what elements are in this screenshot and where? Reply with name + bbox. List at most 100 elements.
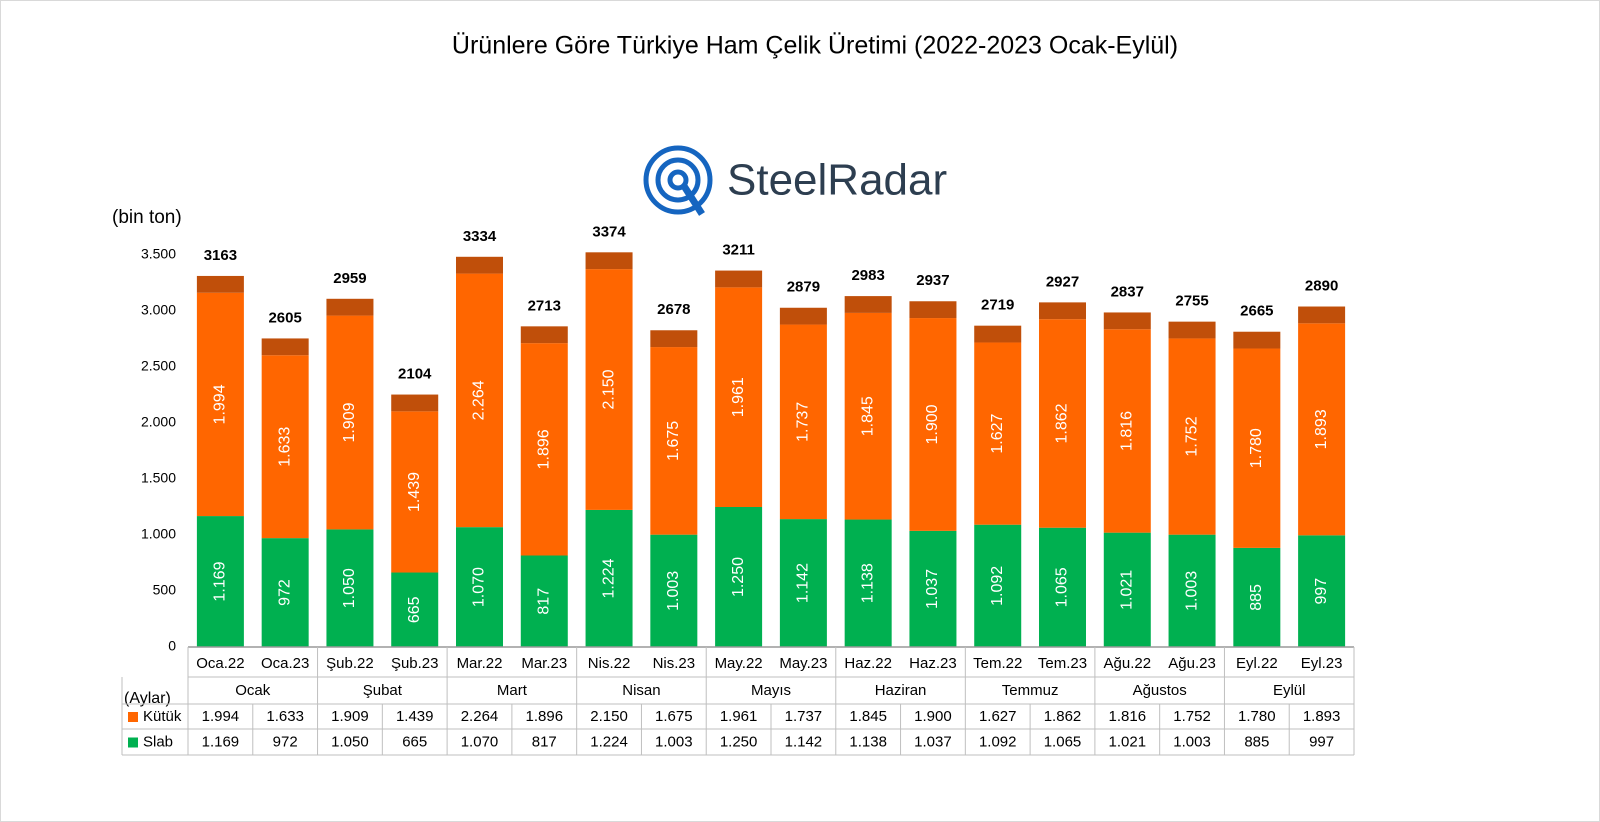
bar-segment bbox=[1103, 329, 1151, 533]
bar-segment bbox=[261, 538, 309, 647]
table-cell: 2.150 bbox=[590, 708, 628, 725]
table-cell: 1.909 bbox=[331, 708, 369, 725]
x-tick-label: Nis.22 bbox=[588, 655, 631, 672]
bar-segment bbox=[326, 298, 374, 316]
x-tick-label: May.23 bbox=[779, 655, 827, 672]
legend-label: Slab bbox=[143, 733, 173, 750]
table-cell: 885 bbox=[1244, 733, 1269, 750]
data-label: 1.003 bbox=[1183, 571, 1200, 611]
bar-segment bbox=[520, 343, 568, 556]
table-cell: 1.816 bbox=[1109, 708, 1147, 725]
data-label: 1.961 bbox=[730, 377, 747, 417]
data-label: 972 bbox=[276, 579, 293, 606]
x-axis-label: (Aylar) bbox=[124, 690, 171, 707]
x-tick-label: Eyl.23 bbox=[1301, 655, 1343, 672]
bar-segment bbox=[585, 269, 633, 510]
data-label: 1.845 bbox=[859, 396, 876, 436]
y-tick-label: 3.000 bbox=[141, 302, 176, 318]
y-tick-label: 500 bbox=[153, 582, 177, 598]
bar-segment bbox=[456, 527, 503, 647]
data-label: 1.909 bbox=[341, 402, 358, 442]
group-label: Temmuz bbox=[1002, 682, 1059, 699]
bar-segment bbox=[391, 411, 439, 573]
bar-segment bbox=[974, 342, 1022, 525]
bar-segment bbox=[779, 324, 827, 520]
total-label: 2719 bbox=[981, 297, 1014, 314]
bar-segment bbox=[326, 315, 374, 530]
data-label: 1.065 bbox=[1054, 567, 1071, 607]
total-label: 2983 bbox=[851, 267, 884, 284]
bar-segment bbox=[1039, 319, 1086, 528]
bar-segment bbox=[779, 307, 827, 325]
group-label: Mart bbox=[497, 682, 528, 699]
total-label: 3374 bbox=[592, 223, 626, 240]
bar-segment bbox=[909, 530, 957, 647]
y-tick-label: 2.500 bbox=[141, 358, 176, 374]
table-cell: 1.250 bbox=[720, 733, 758, 750]
logo-icon bbox=[643, 145, 713, 216]
table-cell: 1.780 bbox=[1238, 708, 1276, 725]
data-label: 997 bbox=[1313, 578, 1330, 605]
bar-segment bbox=[456, 256, 503, 274]
y-tick-label: 1.000 bbox=[141, 526, 176, 542]
bar-segment bbox=[1298, 306, 1346, 324]
bar-segment bbox=[715, 507, 763, 647]
total-label: 2755 bbox=[1175, 293, 1208, 310]
y-axis-label: (bin ton) bbox=[112, 207, 182, 228]
legend-swatch bbox=[128, 737, 138, 748]
bar-segment bbox=[1168, 534, 1216, 647]
total-label: 2959 bbox=[333, 270, 366, 287]
x-tick-label: Nis.23 bbox=[653, 655, 696, 672]
data-label: 665 bbox=[406, 596, 423, 623]
total-label: 2927 bbox=[1046, 273, 1079, 290]
table-cell: 1.752 bbox=[1173, 708, 1211, 725]
legend-swatch bbox=[128, 712, 138, 722]
x-tick-label: Tem.22 bbox=[973, 655, 1022, 672]
bar-segment bbox=[1103, 532, 1151, 647]
total-label: 2665 bbox=[1240, 303, 1273, 320]
bar-segment bbox=[456, 273, 503, 528]
x-tick-label: Şub.23 bbox=[391, 655, 439, 672]
bar-segment bbox=[326, 529, 374, 647]
data-label: 1.439 bbox=[406, 472, 423, 512]
data-label: 1.142 bbox=[795, 563, 812, 603]
data-label: 2.150 bbox=[600, 369, 617, 409]
group-label: Haziran bbox=[875, 682, 927, 699]
y-tick-label: 2.000 bbox=[141, 414, 176, 430]
data-label: 1.250 bbox=[730, 557, 747, 597]
table-cell: 817 bbox=[532, 733, 557, 750]
x-tick-label: Oca.22 bbox=[196, 655, 244, 672]
data-label: 1.994 bbox=[212, 384, 229, 424]
data-label: 1.896 bbox=[535, 429, 552, 469]
bar-segment bbox=[715, 270, 763, 288]
group-label: Eylül bbox=[1273, 682, 1306, 699]
table-cell: 1.961 bbox=[720, 708, 758, 725]
table-cell: 972 bbox=[273, 733, 298, 750]
total-label: 2879 bbox=[787, 279, 820, 296]
data-label: 1.070 bbox=[471, 567, 488, 607]
table-cell: 1.893 bbox=[1303, 708, 1341, 725]
data-label: 885 bbox=[1248, 584, 1265, 611]
data-label: 817 bbox=[535, 588, 552, 615]
bar-segment bbox=[1233, 348, 1281, 548]
data-label: 1.862 bbox=[1054, 403, 1071, 443]
group-label: Mayıs bbox=[751, 682, 791, 699]
bar-segment bbox=[1039, 527, 1086, 647]
table-cell: 1.896 bbox=[526, 708, 564, 725]
bar-segment bbox=[1168, 321, 1216, 339]
data-label: 1.675 bbox=[665, 421, 682, 461]
x-tick-label: Eyl.22 bbox=[1236, 655, 1278, 672]
data-label: 1.633 bbox=[276, 427, 293, 467]
bar-segment bbox=[1298, 535, 1346, 647]
data-label: 1.037 bbox=[924, 569, 941, 609]
bar-segment bbox=[974, 524, 1022, 647]
logo-text: SteelRadar bbox=[727, 156, 947, 205]
bar-segment bbox=[974, 325, 1022, 343]
bar-segment bbox=[650, 347, 698, 535]
chart-title: Ürünlere Göre Türkiye Ham Çelik Üretimi … bbox=[452, 32, 1178, 60]
table-cell: 1.633 bbox=[266, 708, 304, 725]
table-cell: 1.627 bbox=[979, 708, 1017, 725]
table-cell: 1.065 bbox=[1044, 733, 1082, 750]
data-label: 1.816 bbox=[1118, 411, 1135, 451]
bar-segment bbox=[1298, 323, 1346, 536]
